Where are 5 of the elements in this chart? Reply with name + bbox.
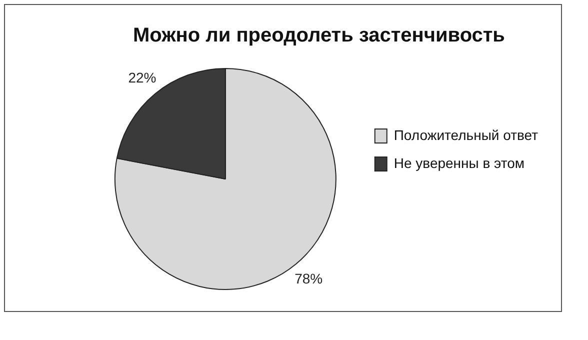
legend-label: Не уверенны в этом <box>394 154 525 171</box>
data-label: 22% <box>128 69 156 86</box>
chart-title: Можно ли преодолеть застенчивость <box>133 24 505 47</box>
data-label: 78% <box>294 270 323 286</box>
legend-label: Положительный ответ <box>394 126 539 143</box>
